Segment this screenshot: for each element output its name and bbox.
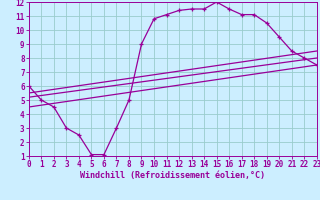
X-axis label: Windchill (Refroidissement éolien,°C): Windchill (Refroidissement éolien,°C) (80, 171, 265, 180)
